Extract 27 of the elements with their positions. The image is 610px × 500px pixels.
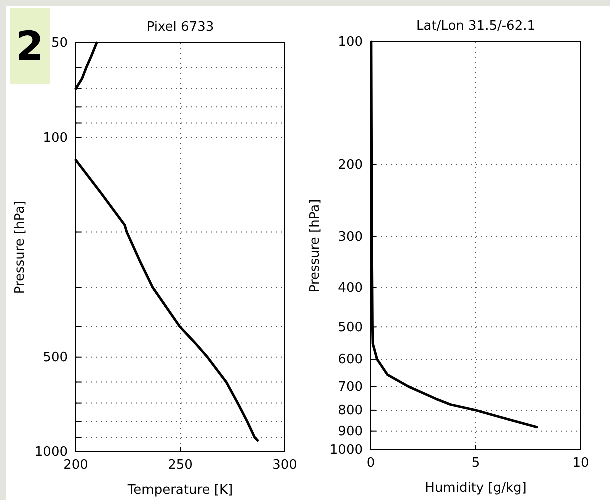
y-tick-label: 900 <box>338 424 363 440</box>
y-tick-label: 200 <box>338 158 363 173</box>
chart-title: Pixel 6733 <box>146 20 214 35</box>
x-tick-label: 300 <box>272 458 298 474</box>
y-tick-label: 600 <box>338 352 363 368</box>
y-tick-label: 500 <box>338 320 363 336</box>
y-tick-label: 800 <box>338 404 363 419</box>
x-tick-label: 5 <box>472 456 480 472</box>
x-tick-label: 250 <box>168 458 193 474</box>
chart-title: Lat/Lon 31.5/-62.1 <box>416 19 536 34</box>
x-axis-title: Temperature [K] <box>126 483 234 498</box>
y-tick-label: 50 <box>51 36 68 52</box>
x-tick-label: 200 <box>64 458 88 474</box>
y-tick-label: 100 <box>43 130 68 146</box>
y-tick-label: 500 <box>43 350 68 366</box>
x-axis-title: Humidity [g/kg] <box>425 481 527 496</box>
y-tick-label: 1000 <box>34 445 68 460</box>
y-tick-label: 300 <box>338 230 363 245</box>
x-tick-label: 10 <box>572 456 590 472</box>
y-tick-label: 400 <box>338 280 363 296</box>
y-axis-title: Pressure [hPa] <box>308 199 323 293</box>
y-tick-label: 1000 <box>330 443 363 458</box>
x-tick-label: 0 <box>366 456 376 472</box>
y-tick-label: 700 <box>338 380 363 395</box>
y-axis-title: Pressure [hPa] <box>13 200 28 294</box>
y-tick-label: 100 <box>338 35 363 50</box>
text: 2 <box>16 24 44 70</box>
